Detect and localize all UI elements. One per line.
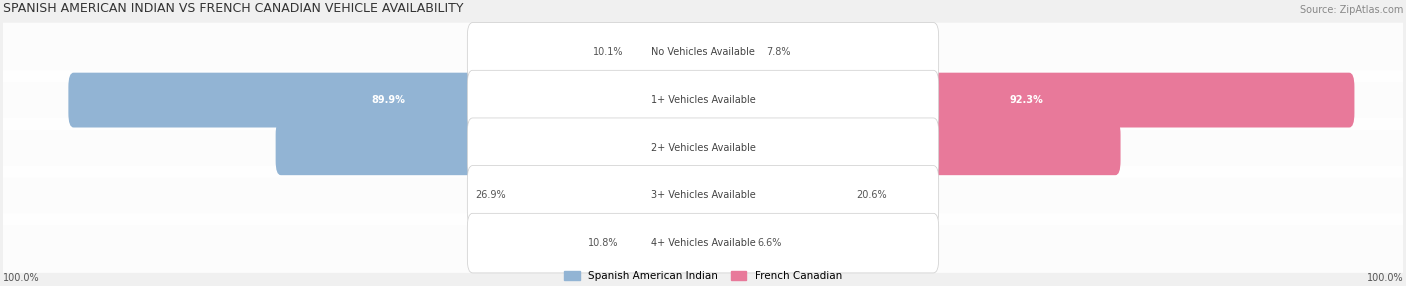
FancyBboxPatch shape xyxy=(697,25,762,80)
FancyBboxPatch shape xyxy=(509,168,709,223)
FancyBboxPatch shape xyxy=(697,73,1354,128)
Text: 2+ Vehicles Available: 2+ Vehicles Available xyxy=(651,143,755,153)
FancyBboxPatch shape xyxy=(1,118,1405,177)
Text: 100.0%: 100.0% xyxy=(3,273,39,283)
Text: 4+ Vehicles Available: 4+ Vehicles Available xyxy=(651,238,755,248)
Text: Source: ZipAtlas.com: Source: ZipAtlas.com xyxy=(1301,5,1403,15)
Text: 26.9%: 26.9% xyxy=(475,190,506,200)
Text: 89.9%: 89.9% xyxy=(371,95,405,105)
Text: 60.3%: 60.3% xyxy=(475,143,509,153)
FancyBboxPatch shape xyxy=(623,216,709,271)
FancyBboxPatch shape xyxy=(1,213,1405,273)
Legend: Spanish American Indian, French Canadian: Spanish American Indian, French Canadian xyxy=(561,268,845,284)
Text: 10.1%: 10.1% xyxy=(593,47,624,57)
Text: 58.9%: 58.9% xyxy=(893,143,927,153)
Text: 3+ Vehicles Available: 3+ Vehicles Available xyxy=(651,190,755,200)
Text: 6.6%: 6.6% xyxy=(758,238,782,248)
FancyBboxPatch shape xyxy=(276,120,709,175)
Text: 100.0%: 100.0% xyxy=(1367,273,1403,283)
FancyBboxPatch shape xyxy=(627,25,709,80)
Text: No Vehicles Available: No Vehicles Available xyxy=(651,47,755,57)
Text: 20.6%: 20.6% xyxy=(856,190,886,200)
FancyBboxPatch shape xyxy=(697,216,755,271)
FancyBboxPatch shape xyxy=(467,213,939,273)
FancyBboxPatch shape xyxy=(467,166,939,225)
Text: SPANISH AMERICAN INDIAN VS FRENCH CANADIAN VEHICLE AVAILABILITY: SPANISH AMERICAN INDIAN VS FRENCH CANADI… xyxy=(3,2,464,15)
FancyBboxPatch shape xyxy=(697,168,852,223)
FancyBboxPatch shape xyxy=(1,70,1405,130)
FancyBboxPatch shape xyxy=(1,23,1405,82)
FancyBboxPatch shape xyxy=(467,70,939,130)
Text: 1+ Vehicles Available: 1+ Vehicles Available xyxy=(651,95,755,105)
FancyBboxPatch shape xyxy=(467,118,939,178)
FancyBboxPatch shape xyxy=(467,23,939,82)
FancyBboxPatch shape xyxy=(1,166,1405,225)
Text: 10.8%: 10.8% xyxy=(588,238,619,248)
Text: 7.8%: 7.8% xyxy=(766,47,790,57)
FancyBboxPatch shape xyxy=(697,120,1121,175)
Text: 92.3%: 92.3% xyxy=(1010,95,1043,105)
FancyBboxPatch shape xyxy=(69,73,709,128)
